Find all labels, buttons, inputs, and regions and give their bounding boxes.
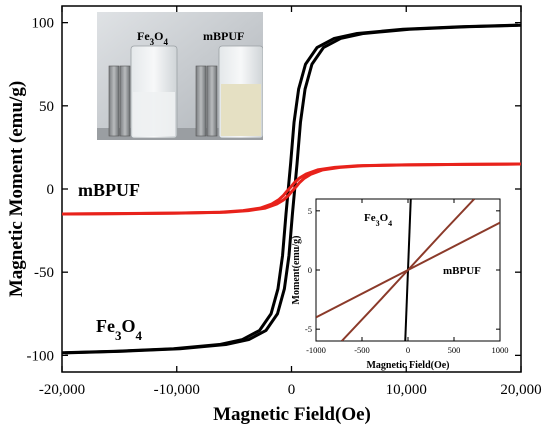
inset-series-mbpuf-low-slope-line	[316, 221, 500, 319]
inset-y-tick-label: 5	[308, 206, 312, 216]
main-x-tick-label: 10,000	[386, 382, 427, 398]
inset-y-axis-title: Moment(emu/g)	[291, 236, 302, 305]
inset-x-tick-label: 1000	[492, 345, 509, 355]
inset-x-tick-label: -500	[354, 345, 370, 355]
main-x-tick-label: -10,000	[154, 382, 200, 398]
photo-label-mbpuf: mBPUF	[203, 29, 244, 43]
magnet-left-b	[119, 65, 131, 137]
main-x-tick-label: 0	[288, 382, 296, 398]
main-x-tick-label: 20,000	[500, 382, 541, 398]
main-y-tick-label: -100	[27, 348, 55, 364]
magnet-left-a	[108, 65, 120, 137]
mbpuf-series-label: mBPUF	[78, 180, 140, 200]
main-y-axis-title: Magnetic Moment (emu/g)	[6, 81, 27, 297]
main-series-mbpuf-descending	[64, 162, 521, 216]
inset-y-tick-label: 0	[308, 265, 312, 275]
main-x-tick-label: -20,000	[39, 382, 85, 398]
magnet-right-b	[206, 65, 218, 137]
photo-label-fe3o4: Fe3O4	[137, 29, 169, 47]
main-y-tick-label: -50	[34, 265, 54, 281]
magnet-right-a	[195, 65, 207, 137]
inset-x-axis-title: Magnetic Field(Oe)	[366, 360, 449, 371]
main-y-tick-label: 100	[32, 16, 55, 32]
vial-mbpuf-liquid	[221, 84, 261, 136]
main-x-axis-title: Magnetic Field(Oe)	[213, 404, 371, 425]
inset-fe3o4-label: Fe3O4	[364, 212, 392, 228]
main-y-tick-label: 0	[47, 182, 55, 198]
vial-photo: Fe3O4 mBPUF	[97, 12, 263, 140]
inset-series-group	[316, 199, 500, 341]
inset-x-tick-label: 500	[448, 345, 461, 355]
inset-x-tick-label: 0	[406, 345, 410, 355]
vial-fe3o4-liquid	[133, 92, 175, 136]
main-series-group	[62, 23, 521, 355]
inset-mbpuf-label: mBPUF	[443, 265, 481, 277]
inset-x-tick-label: -1000	[306, 345, 326, 355]
inset-y-tick-label: -5	[305, 324, 312, 334]
main-y-tick-label: 50	[39, 99, 54, 115]
inset-axis-ticks: -1000 -500 0 500 1000 -5 0 5	[305, 199, 509, 355]
fe3o4-series-label: Fe3O4	[96, 316, 143, 343]
